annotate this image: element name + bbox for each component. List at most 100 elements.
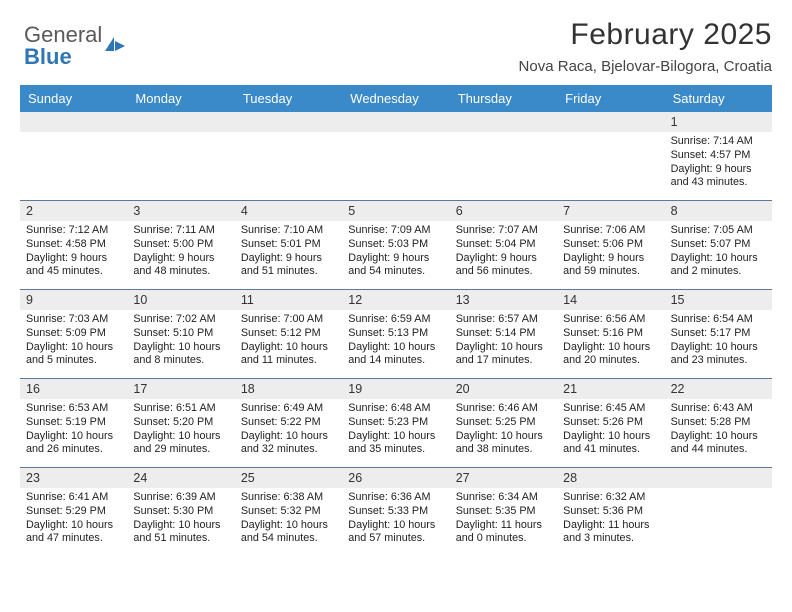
week-row: 23Sunrise: 6:41 AMSunset: 5:29 PMDayligh… [20,467,772,556]
sunrise-text: Sunrise: 7:11 AM [133,224,228,238]
sunrise-text: Sunrise: 6:32 AM [563,491,658,505]
daylight-text: Daylight: 10 hours and 44 minutes. [671,430,766,458]
daylight-text: Daylight: 10 hours and 47 minutes. [26,519,121,547]
daylight-text: Daylight: 10 hours and 17 minutes. [456,341,551,369]
sunset-text: Sunset: 4:58 PM [26,238,121,252]
sunset-text: Sunset: 5:25 PM [456,416,551,430]
sunrise-text: Sunrise: 7:06 AM [563,224,658,238]
sunrise-text: Sunrise: 6:43 AM [671,402,766,416]
sunset-text: Sunset: 5:36 PM [563,505,658,519]
day-number [450,112,557,132]
sunrise-text: Sunrise: 6:54 AM [671,313,766,327]
day-number: 18 [235,379,342,399]
day-data: Sunrise: 6:51 AMSunset: 5:20 PMDaylight:… [127,399,234,461]
day-data: Sunrise: 6:46 AMSunset: 5:25 PMDaylight:… [450,399,557,461]
day-data: Sunrise: 6:49 AMSunset: 5:22 PMDaylight:… [235,399,342,461]
sunrise-text: Sunrise: 7:14 AM [671,135,766,149]
day-data [342,132,449,192]
sunrise-text: Sunrise: 7:09 AM [348,224,443,238]
week-row: 2Sunrise: 7:12 AMSunset: 4:58 PMDaylight… [20,200,772,289]
day-cell: 21Sunrise: 6:45 AMSunset: 5:26 PMDayligh… [557,379,664,467]
sunset-text: Sunset: 5:04 PM [456,238,551,252]
sunset-text: Sunset: 5:00 PM [133,238,228,252]
day-number: 24 [127,468,234,488]
day-number: 21 [557,379,664,399]
day-cell: 27Sunrise: 6:34 AMSunset: 5:35 PMDayligh… [450,468,557,556]
day-data: Sunrise: 6:41 AMSunset: 5:29 PMDaylight:… [20,488,127,550]
sunrise-text: Sunrise: 6:48 AM [348,402,443,416]
day-data: Sunrise: 7:06 AMSunset: 5:06 PMDaylight:… [557,221,664,283]
sunset-text: Sunset: 5:28 PM [671,416,766,430]
day-cell: 7Sunrise: 7:06 AMSunset: 5:06 PMDaylight… [557,201,664,289]
empty-cell [127,112,234,200]
sunrise-text: Sunrise: 6:51 AM [133,402,228,416]
day-cell: 14Sunrise: 6:56 AMSunset: 5:16 PMDayligh… [557,290,664,378]
day-number: 4 [235,201,342,221]
day-number [342,112,449,132]
day-cell: 15Sunrise: 6:54 AMSunset: 5:17 PMDayligh… [665,290,772,378]
sunrise-text: Sunrise: 7:00 AM [241,313,336,327]
day-data [127,132,234,192]
calendar-grid: Sunday Monday Tuesday Wednesday Thursday… [20,85,772,556]
dow-monday: Monday [127,85,234,112]
day-number: 1 [665,112,772,132]
header: GeneralBlue February 2025 Nova Raca, Bje… [20,18,772,75]
empty-cell [665,468,772,556]
day-cell: 28Sunrise: 6:32 AMSunset: 5:36 PMDayligh… [557,468,664,556]
day-data: Sunrise: 7:10 AMSunset: 5:01 PMDaylight:… [235,221,342,283]
day-number: 15 [665,290,772,310]
day-number: 10 [127,290,234,310]
day-cell: 20Sunrise: 6:46 AMSunset: 5:25 PMDayligh… [450,379,557,467]
day-data [20,132,127,192]
daylight-text: Daylight: 10 hours and 35 minutes. [348,430,443,458]
sunrise-text: Sunrise: 7:02 AM [133,313,228,327]
calendar-page: GeneralBlue February 2025 Nova Raca, Bje… [0,0,792,612]
week-row: 9Sunrise: 7:03 AMSunset: 5:09 PMDaylight… [20,289,772,378]
day-data [557,132,664,192]
empty-cell [235,112,342,200]
sunset-text: Sunset: 5:33 PM [348,505,443,519]
daylight-text: Daylight: 11 hours and 0 minutes. [456,519,551,547]
sunset-text: Sunset: 5:29 PM [26,505,121,519]
sunset-text: Sunset: 5:16 PM [563,327,658,341]
sunset-text: Sunset: 5:12 PM [241,327,336,341]
day-number [235,112,342,132]
day-data: Sunrise: 7:05 AMSunset: 5:07 PMDaylight:… [665,221,772,283]
day-data: Sunrise: 6:38 AMSunset: 5:32 PMDaylight:… [235,488,342,550]
daylight-text: Daylight: 10 hours and 54 minutes. [241,519,336,547]
location-text: Nova Raca, Bjelovar-Bilogora, Croatia [519,58,772,75]
sunset-text: Sunset: 5:23 PM [348,416,443,430]
daylight-text: Daylight: 9 hours and 54 minutes. [348,252,443,280]
sunset-text: Sunset: 5:20 PM [133,416,228,430]
sunset-text: Sunset: 5:14 PM [456,327,551,341]
day-number: 5 [342,201,449,221]
sunrise-text: Sunrise: 6:34 AM [456,491,551,505]
day-cell: 26Sunrise: 6:36 AMSunset: 5:33 PMDayligh… [342,468,449,556]
weeks-container: 1Sunrise: 7:14 AMSunset: 4:57 PMDaylight… [20,112,772,556]
day-data: Sunrise: 6:43 AMSunset: 5:28 PMDaylight:… [665,399,772,461]
day-data: Sunrise: 7:09 AMSunset: 5:03 PMDaylight:… [342,221,449,283]
day-number: 17 [127,379,234,399]
daylight-text: Daylight: 10 hours and 14 minutes. [348,341,443,369]
sunrise-text: Sunrise: 6:53 AM [26,402,121,416]
sunset-text: Sunset: 5:32 PM [241,505,336,519]
sunset-text: Sunset: 5:09 PM [26,327,121,341]
sunrise-text: Sunrise: 7:10 AM [241,224,336,238]
sunset-text: Sunset: 5:07 PM [671,238,766,252]
sunrise-text: Sunrise: 6:39 AM [133,491,228,505]
sunrise-text: Sunrise: 6:38 AM [241,491,336,505]
day-cell: 12Sunrise: 6:59 AMSunset: 5:13 PMDayligh… [342,290,449,378]
day-number: 14 [557,290,664,310]
day-number: 22 [665,379,772,399]
day-cell: 18Sunrise: 6:49 AMSunset: 5:22 PMDayligh… [235,379,342,467]
empty-cell [450,112,557,200]
sunrise-text: Sunrise: 7:03 AM [26,313,121,327]
day-cell: 13Sunrise: 6:57 AMSunset: 5:14 PMDayligh… [450,290,557,378]
day-number: 13 [450,290,557,310]
title-block: February 2025 Nova Raca, Bjelovar-Bilogo… [519,18,772,75]
empty-cell [342,112,449,200]
day-number: 27 [450,468,557,488]
day-cell: 11Sunrise: 7:00 AMSunset: 5:12 PMDayligh… [235,290,342,378]
sunset-text: Sunset: 5:03 PM [348,238,443,252]
day-data [450,132,557,192]
